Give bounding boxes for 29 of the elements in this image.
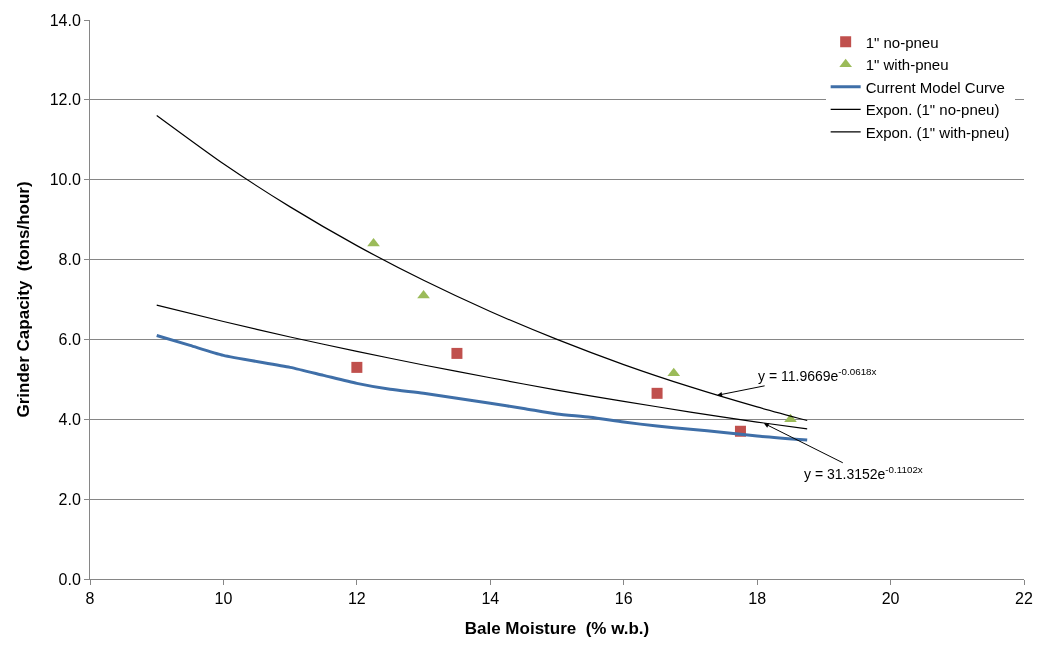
y-tick-label: 4.0 bbox=[58, 410, 81, 428]
annotation: y = 31.3152e$^{-0.1102x}$ bbox=[804, 464, 923, 482]
point bbox=[351, 361, 363, 373]
y-tick-label: 2.0 bbox=[58, 490, 81, 508]
y-tick-label: 6.0 bbox=[58, 331, 81, 349]
x-tick-label: 16 bbox=[614, 590, 633, 608]
legend-label: Expon. (1" no-pneu) bbox=[865, 101, 1000, 119]
legend-label: 1" no-pneu bbox=[865, 33, 939, 51]
legend-label: Expon. (1" with-pneu) bbox=[865, 123, 1010, 141]
x-tick-label: 20 bbox=[881, 590, 900, 608]
legend-label: Current Model Curve bbox=[865, 78, 1005, 96]
x-tick-label: 8 bbox=[85, 590, 95, 608]
x-tick-label: 10 bbox=[214, 590, 233, 608]
x-tick-label: 22 bbox=[1015, 590, 1033, 608]
legend-label: 1" with-pneu bbox=[865, 56, 949, 74]
point bbox=[667, 367, 681, 377]
y-axis-title: Grinder Capacity (tons/hour) bbox=[14, 181, 34, 418]
annotation: y = 11.9669e$^{-0.0618x}$ bbox=[758, 366, 877, 384]
y-tick-label: 12.0 bbox=[49, 91, 81, 109]
x-tick-label: 14 bbox=[481, 590, 500, 608]
y-tick-label: 10.0 bbox=[49, 171, 81, 189]
point bbox=[451, 347, 463, 359]
y-tick-label: 14.0 bbox=[49, 11, 81, 29]
y-tick-label: 0.0 bbox=[58, 570, 81, 588]
y-tick-label: 8.0 bbox=[58, 251, 81, 269]
point bbox=[651, 387, 663, 399]
x-tick-label: 18 bbox=[748, 590, 767, 608]
x-axis-title: Bale Moisture (% w.b.) bbox=[464, 618, 650, 638]
x-tick-label: 12 bbox=[347, 590, 366, 608]
